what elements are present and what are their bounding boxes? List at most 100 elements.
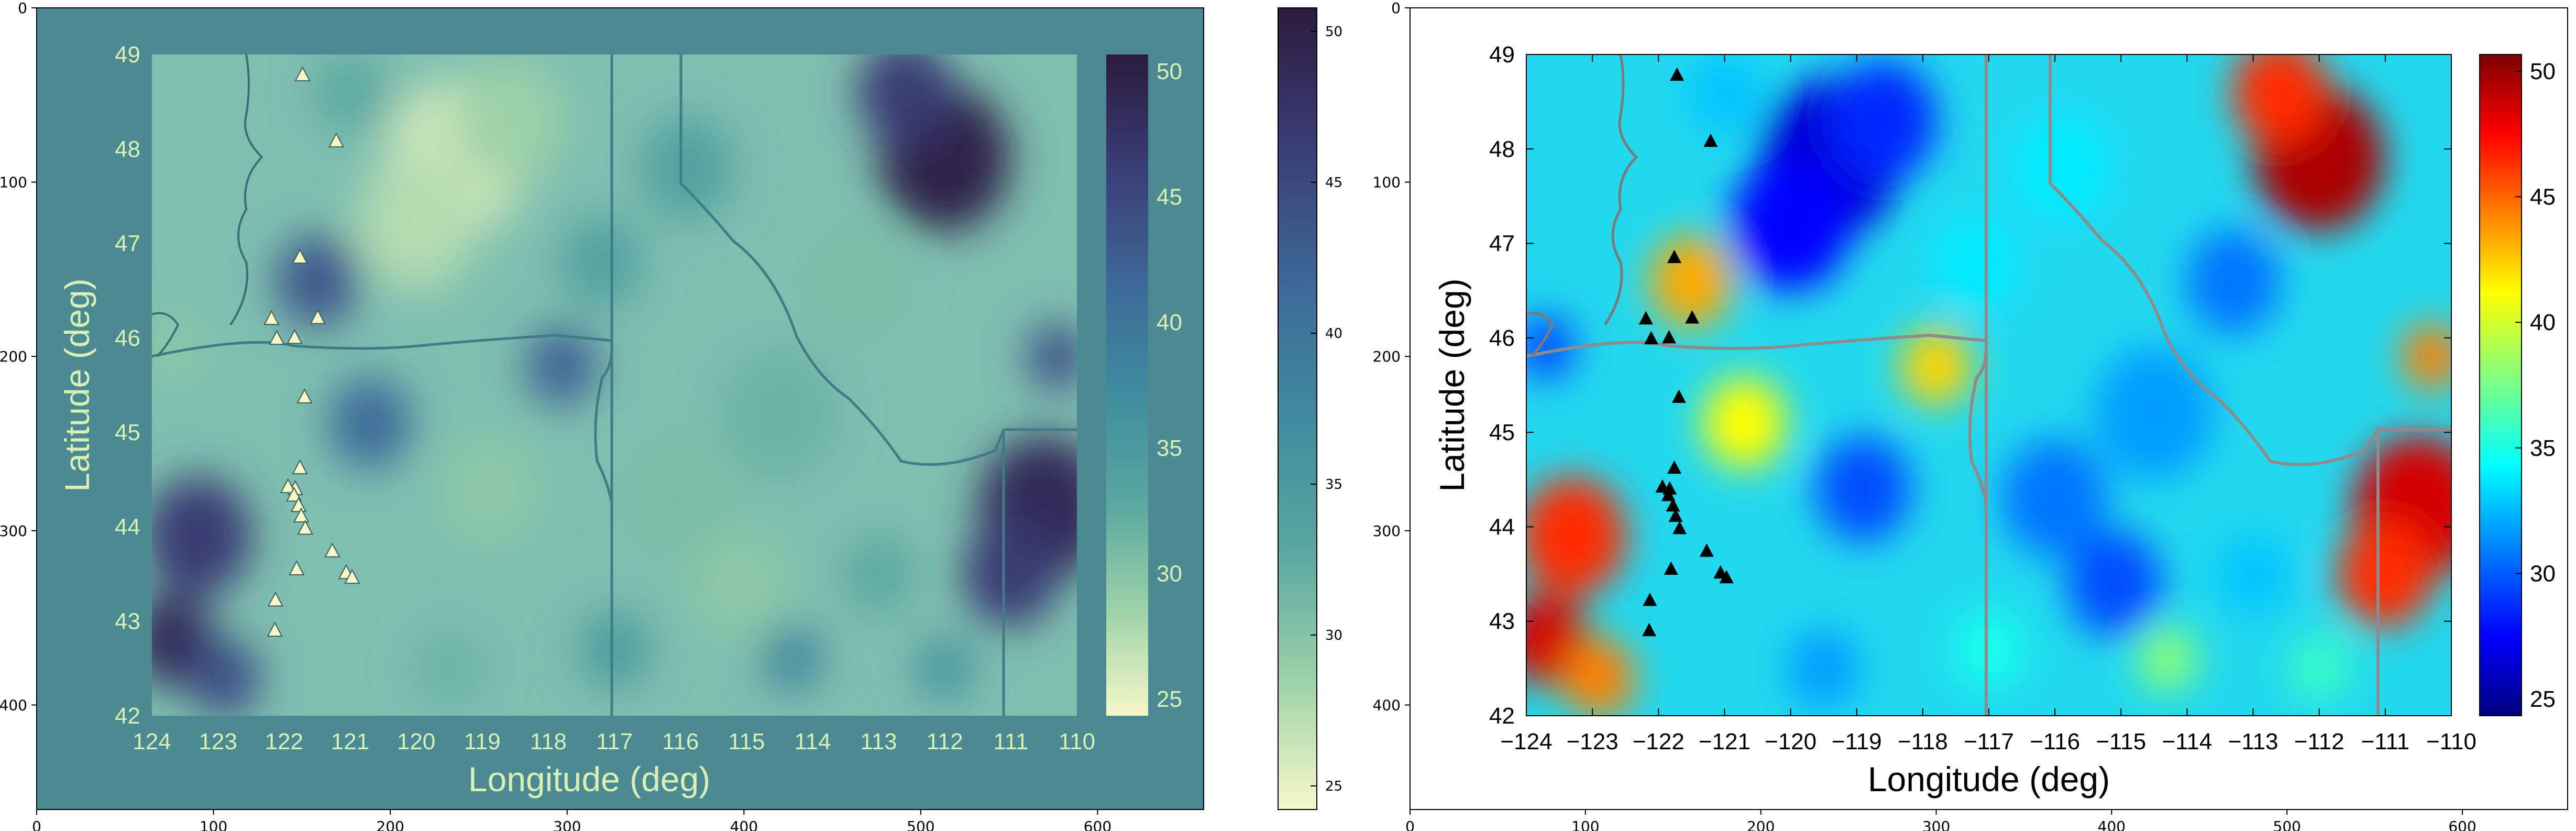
inner-xtick-label: −117 <box>1964 729 2014 755</box>
left-outer-xticks: 0 100 200 300 400 500 600 <box>32 810 1111 831</box>
right-inner-colorbar-ticks: 50 45 40 35 30 25 <box>2515 59 2556 712</box>
heatmap-blob <box>1788 629 1859 708</box>
inner-xtick-label: −123 <box>1567 729 1619 755</box>
inner-ytick-label: 46 <box>115 325 140 351</box>
station-marker <box>267 591 284 607</box>
inner-ytick-label: 42 <box>115 703 140 729</box>
station-marker <box>1655 479 1670 493</box>
station-marker <box>263 310 280 325</box>
side-colorbar-ticks: 50 45 40 35 30 25 <box>1311 24 1342 794</box>
station-marker <box>280 478 296 494</box>
heatmap-blob <box>1953 610 2025 690</box>
outer-xtick-label: 500 <box>2273 818 2301 831</box>
heatmap-blob <box>1689 54 1760 132</box>
outer-ytick-label: 200 <box>1373 348 1401 365</box>
station-marker <box>1685 310 1700 324</box>
heatmap-blob <box>1731 158 1851 291</box>
left-inner-xticks: 124 123 122 121 120 119 118 117 116 115 114 113 112 1… <box>133 729 1095 755</box>
station-marker <box>290 497 307 512</box>
outer-xtick-label: 100 <box>1571 818 1599 831</box>
colorbar-tick-label: 45 <box>1325 175 1342 191</box>
inner-xtick-label: 111 <box>993 729 1028 755</box>
heatmap-blob <box>2137 626 2197 692</box>
inner-xtick-label: 123 <box>199 729 237 755</box>
heatmap-blob <box>152 476 252 596</box>
inner-xtick-label: 112 <box>927 729 963 755</box>
heatmap-blob <box>1702 376 1786 469</box>
left-inner-yticks: 49 48 47 46 45 44 43 42 <box>115 42 140 729</box>
colorbar-tick-label: 50 <box>1325 24 1342 40</box>
left-inner-ylabel: Latitude (deg) <box>58 278 96 491</box>
colorbar-tick-label: 40 <box>1157 310 1182 335</box>
station-marker <box>297 519 313 535</box>
station-marker <box>1644 331 1658 345</box>
station-marker <box>328 132 345 148</box>
inner-xtick-label: −110 <box>2426 729 2476 755</box>
heatmap-blob <box>189 638 260 716</box>
inner-ytick-label: 44 <box>115 514 140 540</box>
station-marker <box>289 560 305 576</box>
heatmap-blob <box>843 534 915 614</box>
heatmap-blob <box>1815 436 1911 542</box>
station-marker <box>296 388 313 403</box>
outer-ytick-label: 100 <box>0 174 27 191</box>
outer-xtick-label: 0 <box>32 818 41 831</box>
outer-xtick-label: 300 <box>1922 818 1950 831</box>
heatmap-blob <box>763 626 823 692</box>
left-inner-colorbar <box>1106 54 1148 716</box>
heatmap-blob <box>811 228 907 334</box>
right-inner-yticks: 49 48 47 46 45 44 43 42 <box>1489 42 2451 729</box>
station-marker <box>292 459 308 475</box>
side-colorbar: 50 45 40 35 30 25 <box>1278 7 1342 810</box>
left-heatmap <box>152 54 1077 716</box>
colorbar-tick-label: 50 <box>1157 59 1182 84</box>
station-marker <box>1667 249 1682 264</box>
station-marker <box>1672 521 1687 534</box>
outer-xtick-label: 100 <box>200 818 227 831</box>
inner-xtick-label: 116 <box>662 729 699 755</box>
right-outer-yticks: 0 100 200 300 400 <box>1373 0 1410 714</box>
heatmap-blob <box>2013 115 2109 221</box>
heatmap-blob <box>413 629 485 708</box>
station-marker <box>1661 487 1676 501</box>
inner-ytick-label: 48 <box>115 136 140 162</box>
station-marker <box>1666 498 1680 512</box>
heatmap-blob <box>963 521 1059 627</box>
inner-xtick-label: −124 <box>1500 729 1552 755</box>
right-inner-colorbar <box>2479 54 2522 716</box>
heatmap-blob <box>2001 439 2109 558</box>
heatmap-blob <box>328 376 412 469</box>
heatmap-blob <box>720 347 839 480</box>
inner-ytick-label: 44 <box>1489 514 1515 540</box>
right-coastline <box>1526 54 1638 357</box>
heatmap-blob <box>1526 314 1576 380</box>
heatmap-blob <box>2289 635 2349 702</box>
inner-xtick-label: −115 <box>2096 729 2146 755</box>
heatmap-blob <box>314 54 386 132</box>
outer-xtick-label: 500 <box>907 818 934 831</box>
outer-xtick-label: 400 <box>730 818 758 831</box>
heatmap-blob <box>152 314 202 380</box>
inner-xtick-label: −113 <box>2228 729 2278 755</box>
inner-xtick-label: 114 <box>794 729 831 755</box>
outer-xtick-label: 300 <box>553 818 581 831</box>
station-marker <box>1719 570 1734 584</box>
outer-ytick-label: 0 <box>18 0 27 17</box>
outer-xtick-label: 600 <box>2448 818 2476 831</box>
outer-ytick-label: 200 <box>0 348 27 365</box>
outer-xtick-label: 200 <box>1747 818 1775 831</box>
inner-xtick-label: −111 <box>2361 729 2410 755</box>
station-marker <box>1638 311 1653 325</box>
station-marker <box>1703 133 1718 147</box>
inner-xtick-label: −120 <box>1765 729 1817 755</box>
inner-ytick-label: 45 <box>1489 420 1515 445</box>
inner-ytick-label: 42 <box>1489 703 1515 729</box>
inner-xtick-label: −118 <box>1898 729 1948 755</box>
station-marker <box>286 486 302 502</box>
outer-ytick-label: 100 <box>1373 174 1401 191</box>
right-inner-xticks: −124 −123 −122 −121 −120 −119 −118 −117 −116 −115… <box>1500 54 2476 755</box>
right-heatmap <box>1526 54 2451 716</box>
heatmap-blob <box>639 115 735 221</box>
outer-ytick-label: 300 <box>1373 522 1401 540</box>
inner-xtick-label: 119 <box>464 729 501 755</box>
